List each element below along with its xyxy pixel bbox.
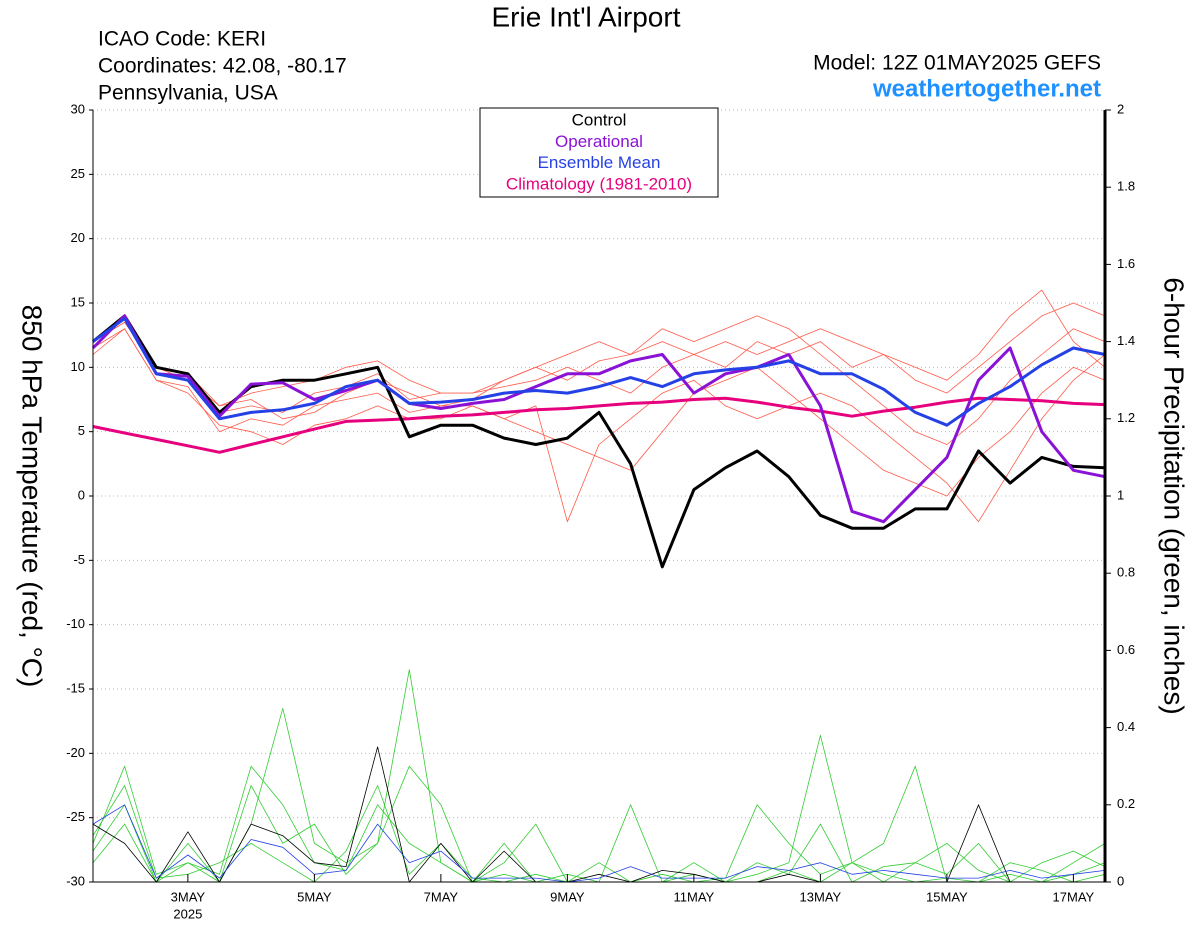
y2-tick-label: 1.2 — [1117, 410, 1135, 425]
y-tick-label: -10 — [66, 616, 85, 631]
precip-line — [92, 804, 1106, 883]
y2-tick-label: 0.6 — [1117, 642, 1135, 657]
y-tick-label: -25 — [66, 809, 85, 824]
info-text: Pennsylvania, USA — [98, 82, 278, 105]
temp-line — [92, 315, 1106, 445]
legend-entry: Control — [572, 110, 627, 129]
y2-tick-label: 2 — [1117, 101, 1124, 116]
y2-tick-label: 0.2 — [1117, 796, 1135, 811]
y2-tick-label: 1 — [1117, 487, 1124, 502]
y-tick-label: 10 — [71, 359, 85, 374]
y2-tick-label: 1.4 — [1117, 333, 1135, 348]
y-tick-label: -15 — [66, 680, 85, 695]
precip-line — [92, 746, 1105, 883]
y-tick-label: 15 — [71, 294, 85, 309]
precip-line — [92, 707, 1106, 883]
temp-line — [91, 314, 1106, 524]
precip-line — [92, 765, 1106, 883]
y2-tick-label: 0.8 — [1117, 565, 1135, 580]
chart-title: Erie Int'l Airport — [492, 1, 681, 32]
y2-tick-label: 1.8 — [1117, 179, 1135, 194]
x-tick-label: 15MAY — [926, 889, 968, 904]
y-axis-label: 850 hPa Temperature (red, °C) — [17, 305, 48, 688]
temp-line — [92, 289, 1106, 413]
y-tick-label: -5 — [73, 552, 85, 567]
y2-tick-label: 1.6 — [1117, 256, 1135, 271]
y-tick-label: 5 — [78, 423, 85, 438]
temp-line — [92, 302, 1106, 420]
legend: Climatology (1981-2010) Control Operationa… — [506, 110, 692, 193]
y-tick-label: -30 — [66, 873, 85, 888]
legend-box — [479, 107, 719, 198]
plot-area — [91, 109, 1106, 883]
legend-entry: Climatology (1981-2010) — [506, 174, 692, 193]
precip-line — [92, 669, 1106, 883]
x-tick-label: 13MAY — [800, 889, 842, 904]
y2-tick-label: 0.4 — [1117, 719, 1135, 734]
x-tick-label: 9MAY — [550, 889, 585, 904]
y2-axis-label: 6-hour Precipitation (green, inches) — [1159, 277, 1190, 714]
temp-line — [92, 316, 1106, 427]
x-tick-label: 3MAY — [171, 889, 206, 904]
x-tick-label: 17MAY — [1053, 889, 1095, 904]
temp-line — [92, 396, 1106, 454]
legend-entry: Operational — [555, 132, 643, 151]
y-tick-label: 30 — [71, 101, 85, 116]
info-text: ICAO Code: KERI — [98, 28, 266, 51]
y2-tick-label: 0 — [1117, 873, 1124, 888]
source-text: weathertogether.net — [872, 75, 1101, 102]
temp-line — [92, 328, 1106, 497]
y-tick-label: 25 — [71, 166, 85, 181]
temp-line — [92, 328, 1106, 523]
x-year-label: 2025 — [173, 906, 202, 921]
precip-line — [92, 765, 1106, 883]
y-tick-label: 0 — [78, 487, 85, 502]
y-tick-label: -20 — [66, 745, 85, 760]
x-tick-label: 7MAY — [424, 889, 459, 904]
info-text: Coordinates: 42.08, -80.17 — [98, 55, 347, 78]
x-tick-label: 5MAY — [297, 889, 332, 904]
model-text: Model: 12Z 01MAY2025 GEFS — [813, 52, 1101, 75]
y-tick-label: 20 — [71, 230, 85, 245]
legend-entry: Ensemble Mean — [538, 153, 661, 172]
x-tick-label: 11MAY — [674, 889, 715, 904]
